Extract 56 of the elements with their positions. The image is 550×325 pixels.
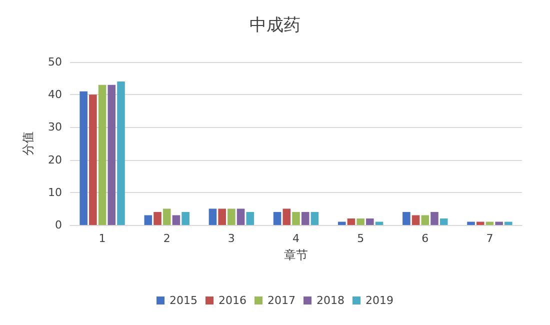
bar <box>172 215 180 225</box>
x-tick-label: 5 <box>357 232 364 245</box>
y-tick-label: 20 <box>48 153 62 166</box>
y-tick-label: 10 <box>48 186 62 199</box>
bar <box>495 222 503 225</box>
bar <box>144 215 152 225</box>
x-tick-label: 6 <box>422 232 429 245</box>
bar <box>366 218 374 225</box>
bar <box>486 222 494 225</box>
bar <box>80 91 88 225</box>
bar <box>89 94 97 225</box>
bar <box>310 212 319 225</box>
legend-label: 2016 <box>218 294 247 307</box>
bar <box>108 84 116 225</box>
y-tick-label: 30 <box>48 120 62 134</box>
bar <box>246 212 254 225</box>
bar <box>282 208 291 225</box>
y-tick-label: 0 <box>55 218 62 232</box>
bar <box>467 222 475 225</box>
x-tick-label: 1 <box>98 232 106 245</box>
x-tick-label: 4 <box>292 232 300 245</box>
bar <box>504 222 512 225</box>
bar <box>228 208 236 225</box>
x-tick-label: 2 <box>163 232 170 245</box>
legend-label: 2017 <box>268 294 296 307</box>
bar <box>162 208 171 225</box>
bar <box>421 215 430 225</box>
bar <box>476 222 484 225</box>
chart-title: 中成药 <box>250 16 300 36</box>
bar <box>154 212 162 225</box>
bar <box>236 208 245 225</box>
bar <box>375 222 384 225</box>
y-tick-label: 40 <box>48 88 62 102</box>
bar <box>402 212 410 225</box>
bar <box>273 212 282 225</box>
x-axis-title: 章节 <box>284 248 308 262</box>
bar <box>412 215 420 225</box>
bar <box>301 212 310 225</box>
bar <box>292 212 300 225</box>
x-tick-label: 7 <box>486 232 494 245</box>
bar <box>182 212 190 225</box>
legend-label: 2018 <box>316 294 344 307</box>
y-tick-label: 50 <box>48 56 62 68</box>
x-tick-label: 3 <box>228 232 235 245</box>
bar <box>430 212 438 225</box>
bar <box>347 218 356 225</box>
bar <box>440 218 448 225</box>
bar <box>356 218 364 225</box>
bar <box>338 222 346 225</box>
bar <box>208 208 217 225</box>
legend-label: 2015 <box>170 294 198 307</box>
bar <box>218 208 226 225</box>
y-axis-title: 分值 <box>21 132 35 156</box>
legend-label: 2019 <box>365 294 394 307</box>
bar <box>117 82 125 225</box>
bar <box>98 84 106 225</box>
